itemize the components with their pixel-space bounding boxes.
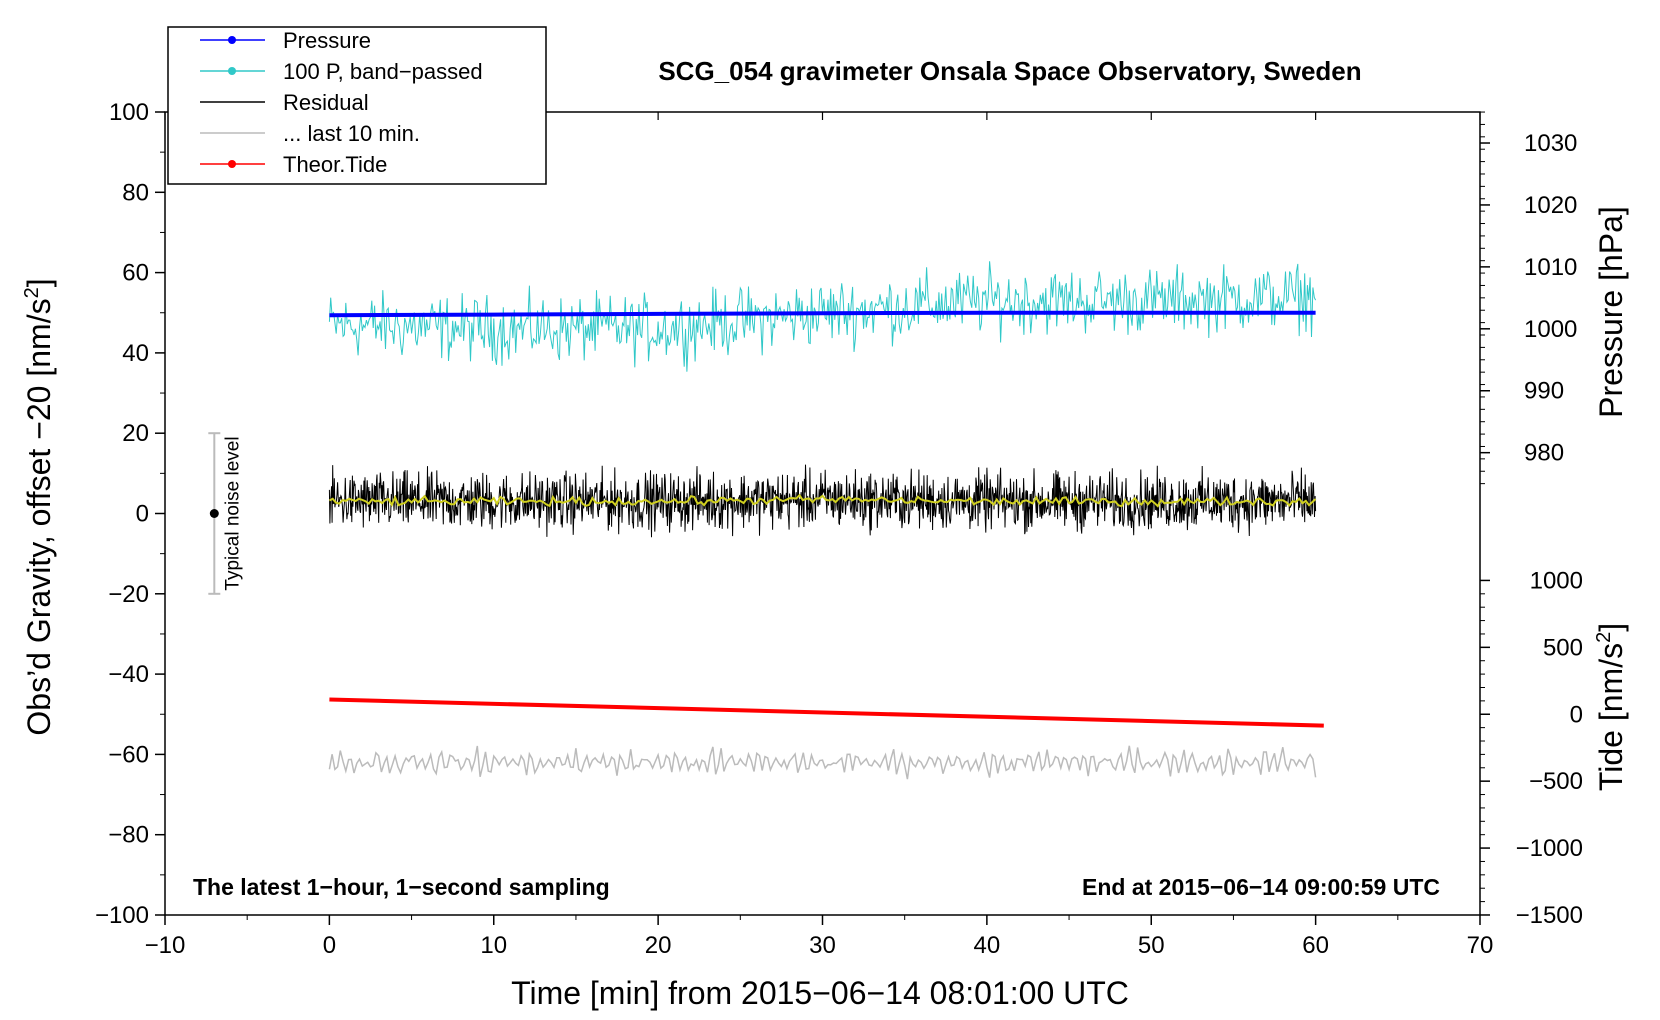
x-axis-label: Time [min] from 2015−06−14 08:01:00 UTC (511, 975, 1129, 1011)
y-axis-right-tide-label: Tide [nm/s2] (1593, 623, 1629, 791)
right-note: End at 2015−06−14 09:00:59 UTC (1082, 874, 1440, 900)
theor-tide-line (329, 697, 1324, 728)
legend-label: Theor.Tide (283, 152, 387, 177)
pressure-tick-label: 980 (1524, 440, 1564, 467)
y-tick-label: −20 (108, 581, 149, 608)
legend-box (167, 26, 547, 185)
residual-line (328, 464, 1317, 538)
y-axis-right-pressure-label: Pressure [hPa] (1593, 206, 1629, 418)
y-tick-label: 80 (122, 179, 149, 206)
y-axis-left-label-close: ] (21, 278, 57, 287)
legend-swatch-marker (228, 36, 236, 44)
y-tick-label: 60 (122, 260, 149, 287)
y-tick-label: 40 (122, 340, 149, 367)
pressure-tick-label: 1010 (1524, 254, 1577, 281)
x-tick-label: 0 (323, 932, 336, 959)
last-10-min-line (328, 745, 1317, 780)
pressure-tick-label: 1020 (1524, 192, 1577, 219)
x-tick-label: 50 (1138, 932, 1165, 959)
smoothed-residual-line (328, 493, 1317, 508)
y-axis-right-pressure: 980 990 1000 1010 1020 1030 (1480, 111, 1577, 485)
x-tick-label: 10 (480, 932, 507, 959)
y-axis-right-tide-label-main: Tide [nm/s (1593, 643, 1629, 791)
x-tick-label: 30 (809, 932, 836, 959)
chart-title: SCG_054 gravimeter Onsala Space Observat… (658, 56, 1361, 86)
pressure-tick-label: 1030 (1524, 130, 1577, 157)
y-tick-label: 0 (136, 501, 149, 528)
legend: Pressure 100 P, band−passed Residual ... la… (167, 26, 547, 185)
tide-tick-label: 500 (1543, 634, 1583, 661)
tide-tick-label: 0 (1570, 701, 1583, 728)
legend-label: ... last 10 min. (283, 121, 420, 146)
y-tick-label: −80 (108, 822, 149, 849)
y-tick-label: −40 (108, 661, 149, 688)
x-tick-label: 20 (645, 932, 672, 959)
x-tick-label: 70 (1467, 932, 1494, 959)
y-tick-label: −60 (108, 741, 149, 768)
tide-tick-label: 1000 (1530, 567, 1583, 594)
noise-bar-center-dot (209, 509, 219, 518)
pressure-line (329, 310, 1316, 318)
y-axis-right-tide: 1000 500 0 −500 −1000 −1500 (1480, 567, 1583, 929)
y-axis-left-label-sup: 2 (21, 287, 43, 298)
noise-bar: Typical noise level (208, 432, 243, 595)
legend-label: Pressure (283, 28, 371, 53)
legend-entries: Pressure 100 P, band−passed Residual ... la… (200, 28, 483, 177)
y-axis-left-label: Obs’d Gravity, offset −20 [nm/s2] (21, 278, 57, 735)
noise-bar-label: Typical noise level (222, 436, 243, 590)
x-tick-label: 40 (974, 932, 1001, 959)
y-tick-label: 20 (122, 420, 149, 447)
y-axis-left-label-main: Obs’d Gravity, offset −20 [nm/s (21, 298, 57, 735)
legend-swatch-marker (228, 67, 236, 75)
pressure-tick-label: 1000 (1524, 316, 1577, 343)
y-tick-label: 100 (109, 99, 149, 126)
x-tick-label: −10 (145, 932, 186, 959)
legend-label: Residual (283, 90, 369, 115)
y-axis-left: 100 80 60 40 20 0 −20 −40 −60 −80 −100 (95, 99, 165, 929)
x-axis: −10 0 10 20 30 40 50 60 70 (145, 112, 1494, 959)
legend-label: 100 P, band−passed (283, 59, 483, 84)
tide-tick-label: −500 (1529, 768, 1583, 795)
tide-tick-label: −1500 (1516, 902, 1583, 929)
series-layer (328, 261, 1324, 780)
pressure-tick-label: 990 (1524, 378, 1564, 405)
left-note: The latest 1−hour, 1−second sampling (193, 874, 610, 900)
y-axis-right-tide-label-close: ] (1593, 623, 1629, 632)
x-tick-label: 60 (1302, 932, 1329, 959)
legend-swatch-marker (228, 160, 236, 168)
tide-tick-label: −1000 (1516, 835, 1583, 862)
y-tick-label: −100 (95, 902, 149, 929)
y-axis-right-tide-label-sup: 2 (1593, 632, 1615, 643)
